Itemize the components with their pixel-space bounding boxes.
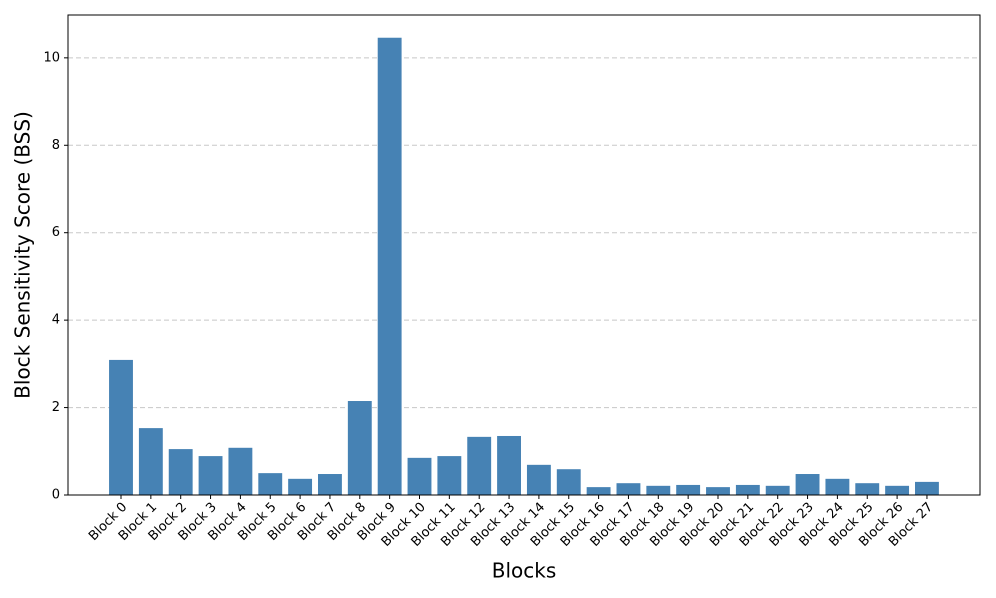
bar [467, 436, 492, 495]
bar [347, 401, 372, 495]
bar [526, 464, 551, 495]
plot-frame [67, 14, 981, 496]
y-tick-label: 2 [52, 400, 60, 415]
bar [616, 483, 641, 495]
bar [407, 457, 432, 495]
bar [825, 478, 850, 495]
bar [885, 485, 910, 495]
bar [437, 456, 462, 495]
y-tick-label: 6 [52, 225, 60, 240]
bar [318, 474, 342, 495]
bar [586, 487, 611, 495]
y-tick-label: 10 [43, 50, 60, 65]
bar [288, 478, 313, 495]
bar [676, 484, 701, 495]
bar [646, 485, 671, 495]
y-tick-label: 0 [52, 488, 60, 503]
y-axis-label: Block Sensitivity Score (BSS) [11, 111, 35, 399]
y-tick-label: 4 [52, 313, 60, 328]
bar [228, 447, 253, 495]
bar [198, 456, 223, 495]
bar [556, 469, 581, 495]
y-tick-label: 8 [52, 138, 60, 153]
bar [168, 449, 193, 495]
x-axis-label: Blocks [492, 559, 557, 583]
bar [765, 485, 790, 495]
bar [855, 483, 880, 495]
bar [795, 474, 820, 495]
bar [706, 487, 730, 495]
bar [915, 481, 939, 495]
bar [109, 359, 133, 495]
bar [735, 484, 760, 495]
bar [138, 428, 163, 495]
bar [377, 37, 402, 495]
bar [258, 473, 283, 495]
bar [497, 435, 521, 495]
